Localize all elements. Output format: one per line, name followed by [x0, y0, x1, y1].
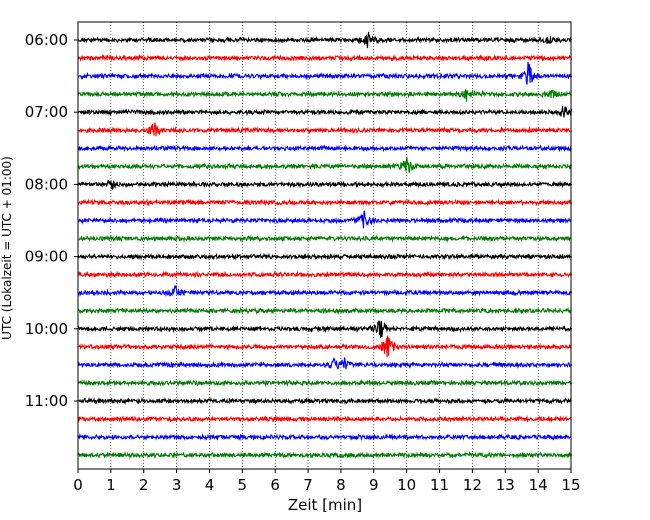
seismic-trace: [77, 179, 573, 191]
seismic-trace: [77, 252, 573, 261]
x-tick-label: 14: [529, 476, 548, 494]
seismic-trace: [77, 414, 572, 423]
seismic-trace: [77, 157, 573, 173]
x-tick-label: 13: [496, 476, 515, 494]
seismic-trace: [77, 270, 573, 279]
x-tick-label: 11: [430, 476, 449, 494]
plot-frame: [77, 21, 572, 470]
seismic-trace: [77, 31, 572, 49]
seismic-trace: [77, 198, 573, 207]
seismic-trace: [77, 306, 572, 315]
seismic-trace: [77, 210, 572, 229]
seismic-trace: [77, 53, 573, 63]
vertical-gridlines: [110, 22, 539, 469]
seismic-trace: [77, 106, 573, 118]
x-tick-label: 4: [205, 476, 215, 494]
y-tick-label: 09:00: [25, 248, 68, 266]
seismic-traces: [77, 31, 573, 460]
y-axis-label: UTC (Lokalzeit = UTC + 01:00): [0, 156, 14, 340]
seismic-trace: [77, 450, 573, 460]
x-axis: 0 1 2 3 4 5 6 7 8 9 10 11 12 13 14 15: [73, 469, 581, 494]
seismic-trace: [77, 284, 573, 297]
x-axis-label: Zeit [min]: [288, 496, 362, 514]
seismic-trace: [77, 432, 572, 442]
x-tick-label: 5: [238, 476, 248, 494]
x-tick-label: 2: [139, 476, 149, 494]
x-tick-label: 15: [561, 476, 580, 494]
y-tick-label: 07:00: [25, 103, 68, 121]
seismic-trace: [77, 122, 573, 137]
x-tick-label: 10: [397, 476, 416, 494]
x-tick-label: 1: [106, 476, 116, 494]
x-tick-label: 7: [303, 476, 313, 494]
x-tick-label: 12: [463, 476, 482, 494]
y-axis: 06:00 07:00 08:00 09:00 10:00 11:00: [25, 31, 78, 410]
seismic-trace: [77, 61, 573, 85]
x-tick-label: 0: [73, 476, 83, 494]
seismic-trace: [77, 234, 572, 243]
y-tick-label: 10:00: [25, 320, 68, 338]
y-tick-label: 08:00: [25, 175, 68, 193]
seismic-trace: [77, 144, 572, 153]
y-tick-label: 11:00: [25, 392, 68, 410]
x-tick-label: 3: [172, 476, 182, 494]
seismic-trace: [77, 334, 572, 358]
seismic-trace: [77, 357, 573, 370]
seismic-trace: [77, 320, 573, 338]
x-tick-label: 6: [270, 476, 280, 494]
seismic-trace: [77, 379, 573, 388]
seismic-trace: [78, 396, 572, 406]
y-tick-label: 06:00: [25, 31, 68, 49]
x-tick-label: 8: [336, 476, 346, 494]
x-tick-label: 9: [369, 476, 379, 494]
seismic-trace: [77, 88, 573, 102]
